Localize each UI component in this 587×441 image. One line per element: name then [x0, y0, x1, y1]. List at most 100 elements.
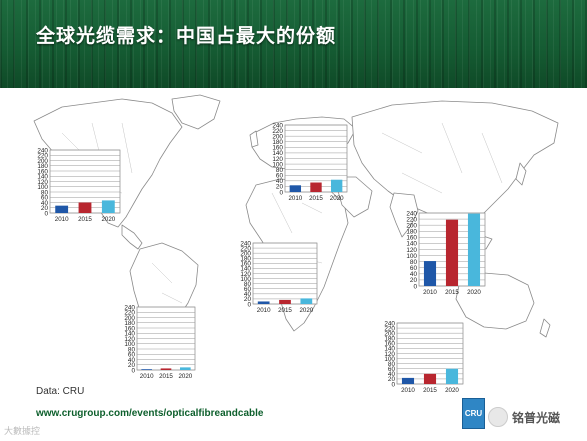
india-shape	[389, 192, 419, 238]
bar-2015	[279, 299, 291, 304]
y-tick-label: 0	[391, 381, 395, 388]
y-tick-label: 200	[37, 158, 48, 165]
y-tick-label: 0	[44, 210, 48, 217]
y-tick-label: 40	[388, 371, 396, 378]
central-america-shape	[121, 224, 143, 250]
bar-2010	[401, 377, 415, 384]
y-tick-label: 180	[384, 336, 395, 343]
y-tick-label: 160	[406, 235, 417, 242]
y-tick-label: 100	[37, 184, 48, 191]
bar-2010	[423, 261, 437, 286]
y-tick-label: 40	[41, 200, 49, 207]
y-tick-label: 80	[410, 259, 418, 266]
x-tick-label: 2015	[445, 289, 459, 296]
y-tick-label: 120	[384, 351, 395, 358]
chart-africa-middle-east: 0 20 40 60 80 100 120 140 160 180 200 220 240 2010 201…	[231, 238, 321, 316]
y-tick-label: 20	[276, 184, 284, 191]
chart-europe: 0 20 40 60 80 100 120 140 160 180 200 220 240 2010 201…	[263, 120, 351, 204]
y-tick-label: 20	[41, 205, 49, 212]
bar-2010	[257, 301, 270, 304]
bar-2020	[180, 367, 191, 370]
y-tick-label: 220	[124, 310, 135, 317]
watermark-right: 铭普光磁	[488, 405, 580, 429]
japan-shape	[515, 162, 527, 186]
y-tick-label: 120	[272, 156, 283, 163]
y-tick-label: 60	[128, 352, 136, 359]
x-tick-label: 2020	[330, 195, 344, 202]
y-tick-label: 60	[388, 366, 396, 373]
y-tick-label: 200	[124, 315, 135, 322]
y-tick-label: 120	[37, 179, 48, 186]
bar-2020	[101, 200, 115, 213]
y-tick-label: 60	[244, 286, 252, 293]
bar-2020	[467, 213, 481, 286]
y-tick-label: 20	[410, 277, 418, 284]
y-tick-label: 140	[124, 331, 135, 338]
x-tick-label: 2010	[423, 289, 437, 296]
y-tick-label: 80	[244, 281, 252, 288]
y-tick-label: 100	[406, 253, 417, 260]
y-tick-label: 140	[384, 346, 395, 353]
y-tick-label: 60	[41, 195, 49, 202]
x-tick-label: 2020	[467, 289, 481, 296]
y-tick-label: 40	[244, 291, 252, 298]
bar-2015	[310, 182, 322, 192]
y-tick-label: 220	[272, 128, 283, 135]
y-tick-label: 240	[124, 304, 135, 311]
bar-2020	[330, 179, 343, 192]
y-tick-label: 40	[276, 178, 284, 185]
source-url-link[interactable]: www.crugroup.com/events/opticalfibreandc…	[36, 408, 264, 419]
y-tick-label: 240	[37, 147, 48, 154]
page-title: 全球光缆需求：中国占最大的份额	[36, 25, 337, 47]
bar-2010	[289, 185, 302, 192]
greenland-shape	[171, 94, 221, 130]
y-tick-label: 80	[128, 346, 136, 353]
y-tick-label: 180	[240, 256, 251, 263]
x-tick-label: 2015	[278, 307, 292, 314]
chart-north-america: 0 20 40 60 80 100 120 140 160 180 200 220 240 2010 201…	[28, 145, 124, 225]
y-tick-label: 20	[128, 362, 136, 369]
y-tick-label: 220	[240, 245, 251, 252]
y-tick-label: 80	[388, 361, 396, 368]
y-tick-label: 240	[406, 210, 417, 217]
chart-oceania: 0 20 40 60 80 100 120 140 160 180 200 220 240 2010 201…	[375, 318, 467, 396]
y-tick-label: 180	[406, 229, 417, 236]
y-tick-label: 140	[240, 266, 251, 273]
x-tick-label: 2015	[159, 373, 173, 380]
uk-shape	[249, 130, 259, 148]
wechat-logo-icon	[488, 407, 508, 427]
x-tick-label: 2020	[445, 387, 459, 394]
watermark-left: 大數據控	[4, 426, 41, 436]
y-tick-label: 0	[413, 283, 417, 290]
y-tick-label: 200	[240, 250, 251, 257]
x-tick-label: 2020	[101, 216, 115, 223]
data-source-label: Data: CRU	[36, 386, 85, 397]
y-tick-label: 200	[406, 222, 417, 229]
cru-logo: CRU	[462, 398, 485, 429]
chart-south-america: 0 20 40 60 80 100 120 140 160 180 200 220 240 2010 201…	[115, 302, 199, 382]
x-tick-label: 2010	[288, 195, 302, 202]
y-tick-label: 240	[272, 122, 283, 129]
x-tick-label: 2010	[401, 387, 415, 394]
x-tick-label: 2020	[178, 373, 192, 380]
y-tick-label: 160	[272, 145, 283, 152]
y-tick-label: 100	[124, 341, 135, 348]
y-tick-label: 0	[131, 367, 135, 374]
y-tick-label: 220	[406, 216, 417, 223]
y-tick-label: 240	[384, 320, 395, 327]
bar-2020	[300, 298, 313, 304]
y-tick-label: 80	[276, 167, 284, 174]
y-tick-label: 40	[410, 271, 418, 278]
new-zealand-shape	[539, 318, 551, 338]
chart-asia: 0 20 40 60 80 100 120 140 160 180 200 220 240 2010 201…	[397, 208, 489, 298]
y-tick-label: 180	[124, 320, 135, 327]
y-tick-label: 120	[124, 336, 135, 343]
header-banner: 全球光缆需求：中国占最大的份额	[0, 0, 587, 88]
x-tick-label: 2020	[299, 307, 313, 314]
y-tick-label: 60	[410, 265, 418, 272]
y-tick-label: 100	[240, 276, 251, 283]
x-tick-label: 2015	[309, 195, 323, 202]
